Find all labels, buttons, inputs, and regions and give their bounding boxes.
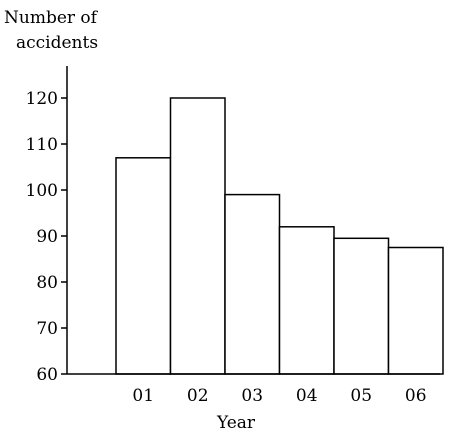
bar-01 xyxy=(115,157,172,375)
x-tick-label-03: 03 xyxy=(241,386,263,406)
y-tick-label-110: 110 xyxy=(26,135,58,155)
bar-03 xyxy=(224,193,281,375)
x-ticks-layer: 01 02 03 04 05 06 xyxy=(132,386,426,406)
x-tick-label-06: 06 xyxy=(405,386,427,406)
y-ticks-layer: 60 70 80 90 100 110 120 xyxy=(26,89,67,385)
y-axis-label-line-2: accidents xyxy=(16,33,98,53)
y-axis-label-line-1: Number of xyxy=(4,8,99,28)
x-tick-label-02: 02 xyxy=(187,386,209,406)
y-tick-label-60: 60 xyxy=(36,365,58,385)
bar-02 xyxy=(169,97,226,375)
y-tick-label-90: 90 xyxy=(36,227,58,247)
x-tick-label-05: 05 xyxy=(350,386,372,406)
y-tick-label-100: 100 xyxy=(26,181,58,201)
y-tick-label-80: 80 xyxy=(36,273,58,293)
x-tick-label-04: 04 xyxy=(296,386,318,406)
bar-05 xyxy=(333,237,390,375)
y-tick-label-120: 120 xyxy=(26,89,58,109)
bars-layer xyxy=(115,97,444,375)
x-axis-label: Year xyxy=(216,413,256,433)
bar-04 xyxy=(278,226,335,375)
y-tick-label-70: 70 xyxy=(36,319,58,339)
bar-06 xyxy=(387,246,444,375)
x-tick-label-01: 01 xyxy=(132,386,154,406)
